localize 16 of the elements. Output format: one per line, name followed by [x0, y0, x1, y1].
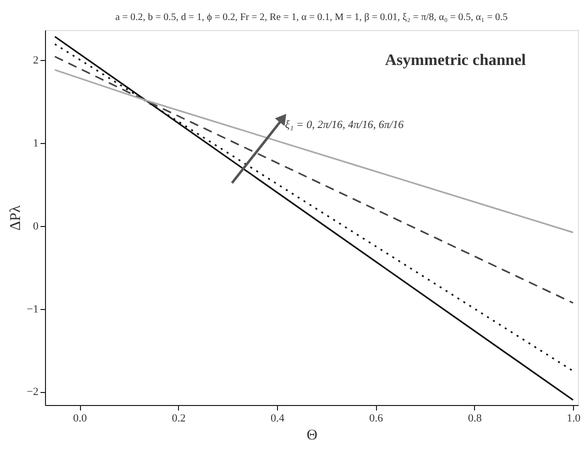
x-tick-label: 0.2 [172, 412, 186, 424]
x-tick-label: 0.6 [369, 412, 384, 424]
annotation: ξ₁ = 0, 2π/16, 4π/16, 6π/16 [285, 119, 404, 131]
x-tick-label: 0.8 [468, 412, 482, 424]
x-tick-label: 0.0 [73, 412, 88, 424]
chart-title: a = 0.2, b = 0.5, d = 1, ϕ = 0.2, Fr = 2, Re = 1, α = 0.1, M = 1, β = 0.01, ξ₂ = π/8, α₀ = 0.5, α₁ = 0.5 [115, 12, 508, 23]
y-tick-label: −1 [26, 303, 38, 316]
y-tick-label: 0 [33, 220, 39, 232]
x-tick-label: 0.4 [270, 412, 285, 424]
y-tick-label: 2 [33, 54, 38, 66]
x-axis-title: Θ [306, 428, 318, 444]
y-axis-title: ΔPλ [8, 204, 24, 231]
annotation: Asymmetric channel [385, 52, 526, 69]
x-tick-label: 1.0 [566, 412, 581, 424]
y-tick-label: −2 [26, 386, 38, 398]
y-tick-label: 1 [33, 137, 38, 150]
